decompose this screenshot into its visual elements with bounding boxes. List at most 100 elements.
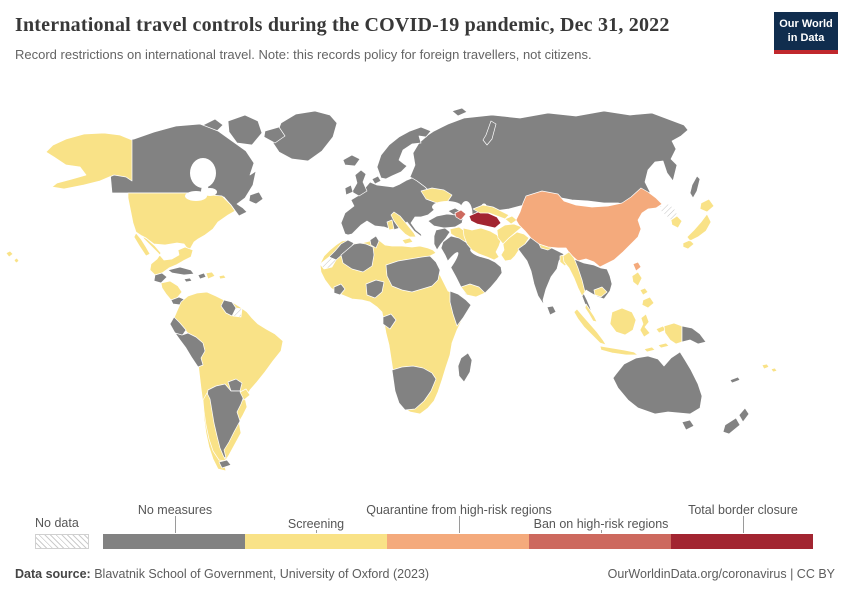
- owid-logo-line2: in Data: [787, 32, 825, 45]
- region-hawaii[interactable]: [5, 250, 20, 264]
- data-source: Data source: Blavatnik School of Governm…: [15, 567, 429, 581]
- map-legend: No data No measures Screening Quarantine…: [0, 503, 850, 555]
- region-papua-new-guinea[interactable]: [681, 325, 707, 345]
- region-china[interactable]: [515, 187, 663, 268]
- region-puerto-rico[interactable]: [218, 274, 227, 280]
- region-philippines[interactable]: [631, 271, 655, 309]
- legend-label-screening: Screening: [287, 517, 345, 531]
- region-new-caledonia[interactable]: [729, 376, 741, 384]
- region-japan[interactable]: [682, 198, 715, 250]
- region-mexico[interactable]: [141, 235, 194, 276]
- region-paraguay[interactable]: [227, 378, 243, 392]
- region-svalbard[interactable]: [451, 107, 468, 117]
- legend-tick: [459, 516, 460, 533]
- region-azerbaijan[interactable]: [454, 209, 467, 221]
- region-usa[interactable]: [127, 192, 236, 252]
- region-guatemala[interactable]: [153, 272, 168, 284]
- data-source-text: Blavatnik School of Government, Universi…: [94, 567, 430, 581]
- region-levant[interactable]: [433, 227, 451, 251]
- region-suriname[interactable]: [232, 307, 243, 318]
- region-fiji[interactable]: [761, 363, 778, 373]
- legend-label-no-measures: No measures: [137, 503, 213, 517]
- region-java[interactable]: [599, 345, 639, 356]
- region-denmark[interactable]: [371, 175, 382, 185]
- region-sri-lanka[interactable]: [546, 305, 557, 316]
- region-tierra-del-fuego[interactable]: [218, 459, 232, 469]
- region-tunisia[interactable]: [369, 235, 380, 249]
- region-south-korea[interactable]: [670, 215, 683, 229]
- region-ireland[interactable]: [344, 184, 354, 196]
- region-madagascar[interactable]: [457, 352, 473, 383]
- region-western-sahara[interactable]: [319, 256, 337, 270]
- legend-no-data-label: No data: [35, 516, 79, 530]
- hudson-bay: [190, 158, 216, 188]
- region-ivory-coast[interactable]: [333, 283, 346, 296]
- region-united-kingdom[interactable]: [351, 169, 368, 197]
- region-ukraine[interactable]: [420, 187, 453, 205]
- region-yemen[interactable]: [460, 283, 486, 298]
- region-afghanistan[interactable]: [496, 223, 523, 245]
- region-jamaica[interactable]: [183, 277, 193, 283]
- region-myanmar[interactable]: [562, 251, 586, 297]
- legend-tick: [743, 516, 744, 533]
- region-haiti[interactable]: [197, 272, 207, 280]
- region-north-korea[interactable]: [659, 203, 678, 221]
- legend-label-total-closure: Total border closure: [688, 503, 798, 517]
- region-scandinavia[interactable]: [376, 126, 432, 180]
- region-somalia[interactable]: [449, 290, 472, 327]
- chart-footer: Data source: Blavatnik School of Governm…: [0, 567, 850, 581]
- region-baja-california[interactable]: [133, 232, 151, 257]
- region-algeria[interactable]: [340, 242, 375, 273]
- owid-logo-line1: Our World: [779, 18, 833, 30]
- region-gabon[interactable]: [382, 313, 397, 330]
- region-west-new-guinea[interactable]: [663, 322, 683, 345]
- region-italy[interactable]: [386, 211, 417, 245]
- legend-swatch-total-closure[interactable]: [671, 534, 813, 549]
- region-cambodia[interactable]: [593, 286, 608, 298]
- legend-label-quarantine: Quarantine from high-risk regions: [366, 503, 552, 517]
- region-borneo[interactable]: [609, 307, 637, 336]
- region-arctic-islands[interactable]: [189, 114, 286, 146]
- legend-tick: [175, 516, 176, 533]
- region-cuba[interactable]: [167, 266, 195, 276]
- region-malaysia[interactable]: [584, 303, 598, 323]
- region-peru[interactable]: [174, 332, 206, 368]
- legend-tick: [601, 530, 602, 533]
- owid-logo[interactable]: Our World in Data: [774, 12, 838, 54]
- region-nigeria[interactable]: [365, 279, 385, 299]
- region-alaska[interactable]: [45, 132, 133, 190]
- region-tasmania[interactable]: [681, 419, 695, 431]
- footer-link[interactable]: OurWorldinData.org/coronavirus | CC BY: [607, 567, 835, 581]
- region-uruguay[interactable]: [239, 388, 251, 401]
- chart-header: International travel controls during the…: [15, 12, 755, 62]
- legend-no-data-swatch[interactable]: [35, 534, 89, 549]
- region-sakhalin[interactable]: [689, 175, 701, 199]
- region-novaya-zemlya[interactable]: [482, 120, 497, 146]
- region-new-zealand[interactable]: [722, 407, 750, 435]
- region-iran[interactable]: [462, 227, 502, 261]
- region-taiwan[interactable]: [632, 261, 642, 272]
- region-sumatra[interactable]: [573, 308, 607, 346]
- region-uzbekistan[interactable]: [472, 204, 510, 220]
- legend-swatch-screening[interactable]: [245, 534, 387, 549]
- region-australia[interactable]: [612, 351, 703, 415]
- region-turkey[interactable]: [427, 213, 464, 229]
- legend-swatch-quarantine[interactable]: [387, 534, 529, 549]
- region-sulawesi[interactable]: [639, 313, 651, 338]
- world-map: [0, 103, 850, 495]
- legend-label-ban: Ban on high-risk regions: [533, 517, 669, 531]
- region-iceland[interactable]: [342, 154, 361, 167]
- chart-subtitle: Record restrictions on international tra…: [15, 47, 592, 63]
- region-newfoundland[interactable]: [248, 191, 264, 205]
- page-title: International travel controls during the…: [15, 14, 670, 36]
- region-guyana[interactable]: [220, 299, 237, 317]
- red-sea: [437, 252, 459, 280]
- great-lakes-upper: [203, 188, 217, 196]
- region-southern-africa[interactable]: [391, 365, 437, 411]
- legend-swatch-no-measures[interactable]: [103, 534, 245, 549]
- legend-swatch-ban[interactable]: [529, 534, 671, 549]
- region-chad-sudan[interactable]: [385, 255, 441, 293]
- region-greenland[interactable]: [272, 110, 338, 162]
- legend-color-bar: [103, 534, 813, 549]
- region-dominican-republic[interactable]: [205, 271, 216, 280]
